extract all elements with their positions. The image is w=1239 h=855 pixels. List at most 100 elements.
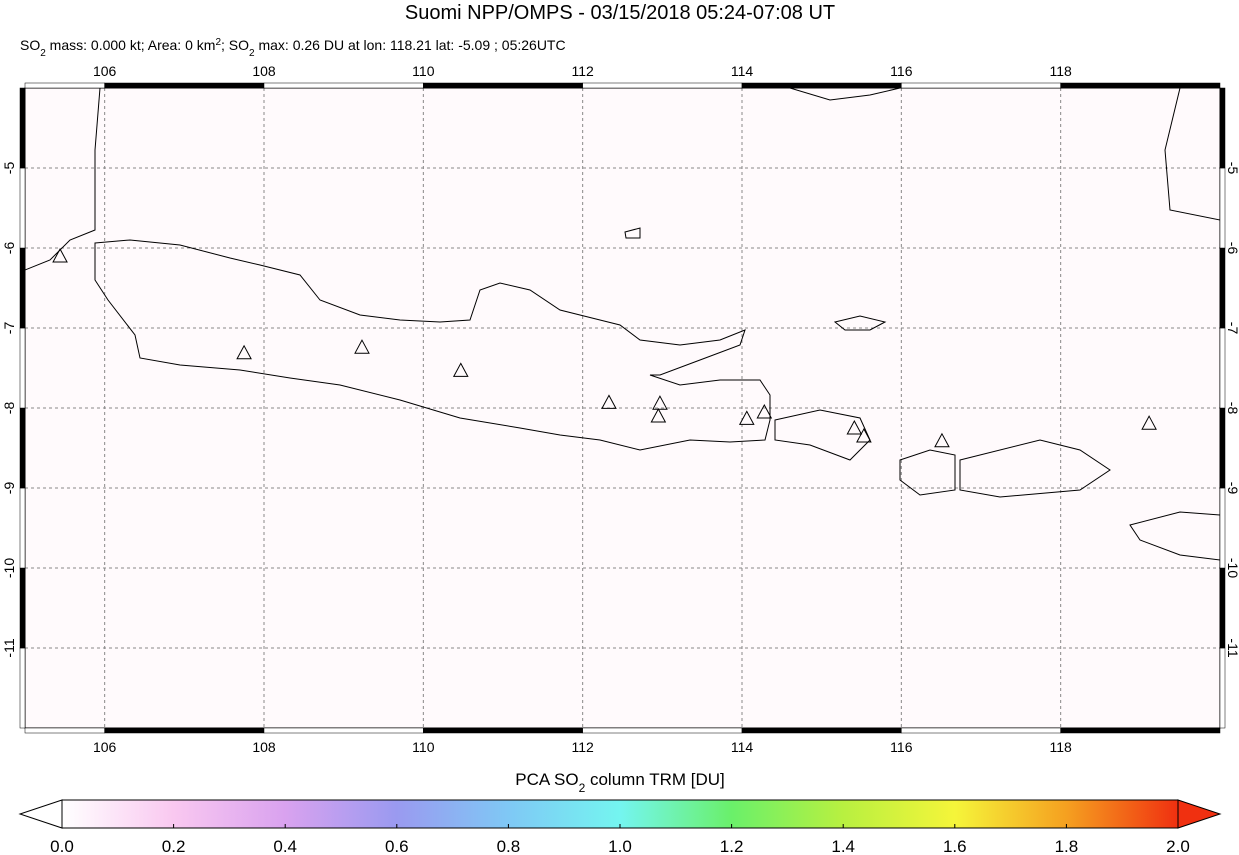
- frame-band: [263, 727, 424, 734]
- volcano-marker: [650, 407, 667, 423]
- volcano-marker: [1141, 415, 1157, 430]
- x-tick-label: 114: [731, 739, 754, 755]
- volcano-layer: [52, 247, 1157, 448]
- colorbar-low-arrow: [18, 799, 63, 829]
- frame-bands: [19, 82, 1226, 734]
- colorbar-tick-label: 2.0: [1166, 837, 1190, 855]
- volcano-marker: [756, 403, 773, 419]
- frame-band: [1219, 327, 1226, 409]
- frame-band: [19, 487, 26, 569]
- frame-band: [582, 82, 743, 89]
- map-subtitle: SO2 mass: 0.000 kt; Area: 0 km2; SO2 max…: [20, 37, 566, 59]
- frame-band: [19, 327, 26, 409]
- frame-band: [263, 82, 424, 89]
- frame-band: [1219, 247, 1226, 329]
- frame-band: [104, 727, 265, 734]
- frame-band: [19, 247, 26, 329]
- coastlines: [25, 88, 1220, 561]
- x-tick-label: 116: [890, 739, 913, 755]
- frame-band: [1219, 647, 1226, 729]
- colorbar-tick-label: 1.4: [831, 837, 855, 855]
- frame-band: [19, 167, 26, 249]
- y-tick-label: -9: [1225, 482, 1239, 495]
- frame-band: [1219, 87, 1226, 169]
- y-tick-label: -5: [1225, 162, 1239, 175]
- frame-band: [1219, 167, 1226, 249]
- grid-layer: [25, 88, 1220, 728]
- y-tick-label: -8: [1, 402, 17, 415]
- frame-band: [24, 727, 105, 734]
- colorbar-high-arrow: [1177, 799, 1222, 829]
- coast-bawean: [624, 227, 641, 239]
- volcano-marker: [236, 344, 252, 360]
- volcano-marker: [652, 395, 668, 410]
- x-tick-label: 106: [93, 63, 117, 79]
- volcano-marker: [601, 394, 617, 409]
- x-tick-label: 110: [412, 739, 435, 755]
- coast-sumbawa: [959, 439, 1111, 498]
- volcano-marker: [354, 339, 370, 354]
- x-tick-label: 108: [252, 739, 276, 755]
- map-title: Suomi NPP/OMPS - 03/15/2018 05:24-07:08 …: [405, 2, 835, 24]
- coast-borneo: [789, 88, 901, 101]
- frame-band: [19, 407, 26, 489]
- colorbar-tick-label: 0.6: [385, 837, 409, 855]
- x-tick-label: 118: [1050, 63, 1073, 79]
- frame-band: [901, 82, 1061, 89]
- y-tick-label: -7: [1, 322, 17, 335]
- volcano-marker: [856, 427, 872, 443]
- y-tick-label: -9: [1, 482, 17, 495]
- x-tick-label: 118: [1050, 739, 1073, 755]
- colorbar-tick-label: 0.2: [162, 837, 186, 855]
- x-tick-label: 112: [572, 739, 595, 755]
- x-tick-label: 110: [412, 63, 435, 79]
- colorbar-tick-label: 0.4: [273, 837, 297, 855]
- frame-band: [104, 82, 265, 89]
- frame-band: [901, 727, 1061, 734]
- frame-band: [19, 87, 26, 169]
- coast-kangean: [833, 315, 887, 331]
- y-tick-label: -11: [1, 638, 17, 657]
- coast-sumatra: [25, 88, 101, 271]
- colorbar-tick-label: 1.6: [943, 837, 967, 855]
- y-tick-label: -6: [1225, 242, 1239, 255]
- colorbar-tick-label: 0.0: [50, 837, 74, 855]
- x-tick-label: 114: [731, 63, 754, 79]
- volcano-marker: [52, 247, 68, 263]
- colorbar-tick-label: 1.8: [1055, 837, 1079, 855]
- x-tick-label: 108: [252, 63, 276, 79]
- frame-band: [1219, 567, 1226, 649]
- y-tick-label: -7: [1225, 322, 1239, 335]
- volcano-marker: [934, 432, 950, 448]
- x-tick-label: 106: [93, 739, 117, 755]
- coast-lombok: [899, 449, 956, 496]
- frame-band: [19, 647, 26, 729]
- y-tick-label: -6: [1, 242, 17, 255]
- colorbar-tick-label: 0.8: [497, 837, 521, 855]
- frame-band: [19, 567, 26, 649]
- y-tick-label: -10: [1225, 558, 1239, 578]
- frame-band: [1060, 82, 1221, 89]
- y-tick-label: -10: [1, 558, 17, 578]
- volcano-marker: [738, 410, 755, 425]
- frame-band: [423, 727, 583, 734]
- y-tick-label: -11: [1225, 638, 1239, 657]
- x-tick-label: 112: [572, 63, 595, 79]
- colorbar-tick-label: 1.2: [720, 837, 744, 855]
- frame-band: [582, 727, 743, 734]
- coast-bali: [774, 409, 871, 461]
- volcano-marker: [452, 362, 469, 377]
- coast-sulawesi: [1164, 88, 1220, 221]
- frame-band: [1219, 487, 1226, 569]
- frame-band: [423, 82, 583, 89]
- frame-band: [741, 82, 902, 89]
- y-tick-label: -8: [1225, 402, 1239, 415]
- y-tick-label: -5: [1, 162, 17, 175]
- x-tick-label: 116: [890, 63, 913, 79]
- coast-java: [94, 239, 771, 451]
- frame-band: [24, 82, 105, 89]
- volcano-marker: [846, 419, 863, 435]
- coast-sumba: [1129, 511, 1220, 561]
- frame-band: [1060, 727, 1221, 734]
